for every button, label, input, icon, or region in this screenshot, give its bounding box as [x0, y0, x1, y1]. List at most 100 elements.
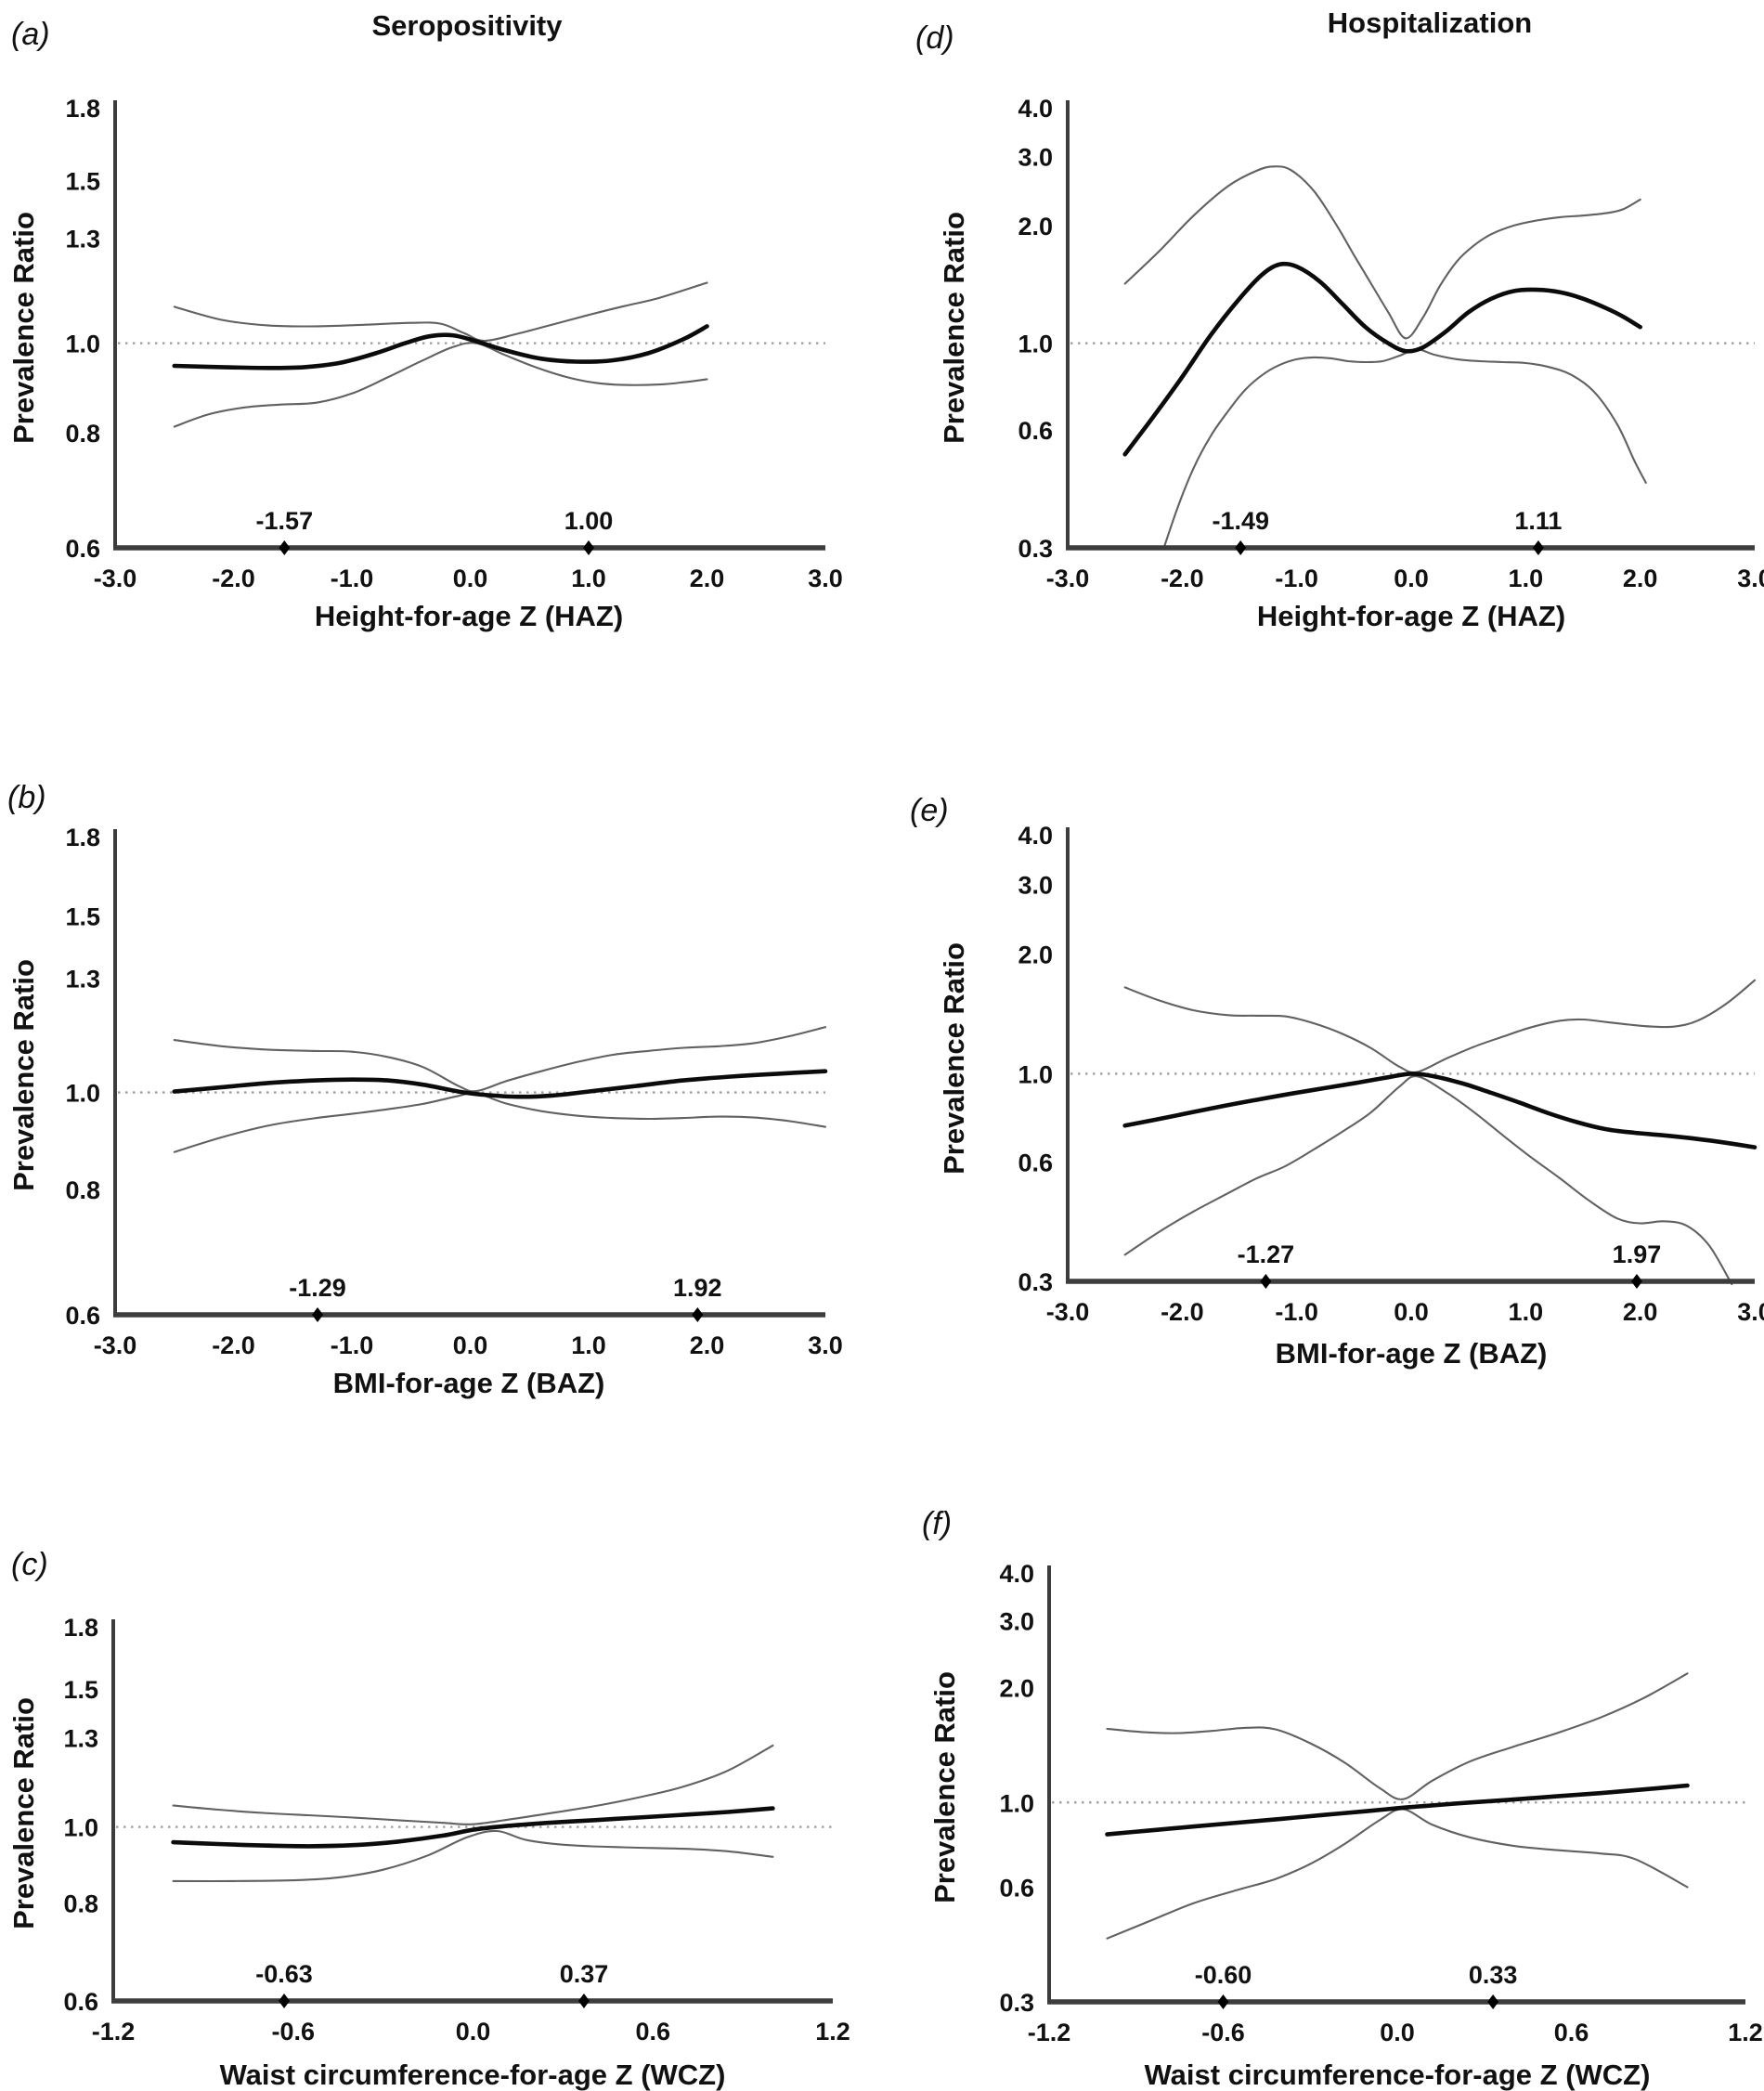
y-tick-label: 0.6 [999, 1874, 1034, 1902]
panel-d-plot: 4.0 3.0 2.0 1.0 0.6 0.3-3.0 -2.0 -1.0 0.0 1.0 2.0 3… [1018, 95, 1764, 592]
panel-a-plot: 1.8 1.5 1.3 1.0 0.8 0.6-3.0 -2.0 -1.0 0.0 1.0 2.0 3… [65, 95, 842, 592]
panel-letter-b: (b) [7, 780, 46, 815]
y-tick-label: 1.0 [65, 331, 100, 358]
knot-label: -1.57 [256, 507, 314, 535]
y-tick-label: 1.5 [63, 1676, 98, 1704]
x-tick-label: -1.2 [92, 2018, 136, 2046]
y-axis-title-c: Prevalence Ratio [7, 1697, 40, 1929]
knot-diamond [1260, 1274, 1272, 1289]
y-tick-label: 4.0 [1018, 822, 1053, 850]
y-tick-label: 1.0 [65, 1080, 100, 1108]
x-axis-title-a: Height-for-age Z (HAZ) [315, 600, 623, 632]
knot-label: 0.37 [560, 1960, 609, 1988]
knot-diamond [279, 540, 291, 555]
y-axis-title-e: Prevalence Ratio [938, 942, 970, 1175]
y-axis-title-f: Prevalence Ratio [928, 1671, 961, 1903]
y-tick-label: 1.0 [1018, 1060, 1053, 1088]
x-tick-label: 1.0 [1509, 565, 1544, 592]
knot-diamond [279, 1994, 291, 2008]
x-tick-label: -3.0 [94, 565, 137, 592]
y-tick-label: 1.5 [65, 168, 100, 196]
y-tick-label: 1.8 [65, 824, 100, 851]
curve-lower-95ci [1123, 1075, 1733, 1286]
x-tick-label: 3.0 [808, 1331, 843, 1359]
x-tick-label: 3.0 [1737, 1298, 1764, 1326]
curve-upper-95ci [1123, 165, 1641, 340]
y-tick-label: 1.8 [63, 1614, 98, 1642]
y-tick-label: 3.0 [1018, 871, 1053, 899]
y-tick-label: 0.3 [1018, 1268, 1053, 1296]
x-tick-label: -1.0 [331, 1331, 374, 1359]
y-tick-label: 2.0 [1018, 942, 1053, 969]
panel-letter-d: (d) [915, 20, 954, 56]
x-tick-label: 1.2 [1728, 2019, 1763, 2046]
x-tick-label: -3.0 [1046, 1298, 1090, 1326]
x-tick-label: -1.0 [331, 565, 374, 592]
x-tick-label: -3.0 [1046, 565, 1090, 592]
y-tick-label: 0.8 [65, 420, 100, 448]
curve-prevalence-ratio [171, 1806, 775, 1849]
y-axis-title-d: Prevalence Ratio [938, 212, 970, 444]
column-title-hospitalization: Hospitalization [1328, 6, 1532, 39]
x-tick-label: 1.0 [571, 565, 606, 592]
x-axis-title-f: Waist circumference-for-age Z (WCZ) [1145, 2059, 1651, 2091]
x-tick-label: -0.6 [271, 2018, 315, 2046]
y-tick-label: 2.0 [1018, 213, 1053, 240]
panel-letter-c: (c) [11, 1547, 48, 1582]
panel-f-plot: 4.0 3.0 2.0 1.0 0.6 0.3-1.2 -0.6 0.0 0.6 1.2 -0.60… [999, 1560, 1762, 2046]
knot-diamond [1217, 1994, 1229, 2009]
panel-letter-f: (f) [922, 1506, 952, 1541]
curve-prevalence-ratio [172, 1069, 828, 1099]
x-tick-label: -2.0 [212, 1331, 255, 1359]
x-tick-label: 0.0 [453, 565, 488, 592]
x-tick-label: -1.2 [1028, 2019, 1071, 2046]
knot-label: 1.97 [1613, 1240, 1662, 1268]
y-tick-label: 3.0 [999, 1607, 1034, 1635]
curve-lower-95ci [173, 1092, 827, 1153]
y-tick-label: 0.6 [1018, 1149, 1053, 1176]
y-tick-label: 1.0 [63, 1814, 98, 1842]
panel-letter-e: (e) [910, 793, 949, 828]
x-axis-title-b: BMI-for-age Z (BAZ) [333, 1367, 605, 1399]
x-tick-label: 2.0 [1623, 565, 1658, 592]
knot-diamond [692, 1307, 704, 1322]
x-tick-label: -2.0 [1161, 1298, 1204, 1326]
x-tick-label: 1.0 [1509, 1298, 1544, 1326]
x-tick-label: 0.0 [1380, 2019, 1415, 2046]
knot-diamond [1235, 540, 1247, 555]
y-tick-label: 1.0 [999, 1789, 1034, 1817]
x-tick-label: 0.0 [1394, 1298, 1429, 1326]
y-tick-label: 1.3 [65, 225, 100, 253]
y-tick-label: 1.0 [1018, 331, 1053, 358]
curve-upper-95ci [1123, 979, 1757, 1073]
x-tick-label: 0.6 [635, 2018, 670, 2046]
panel-letter-a: (a) [11, 17, 50, 52]
x-tick-label: -1.0 [1275, 1298, 1318, 1326]
x-tick-label: -0.6 [1201, 2019, 1245, 2046]
curve-lower-95ci [1106, 1808, 1689, 1940]
curve-upper-95ci [172, 1744, 774, 1825]
panel-c-plot: 1.81.51.31.00.80.6-1.2 -0.6 0.0 0.6 1.2-0.63… [63, 1614, 850, 2046]
x-tick-label: -2.0 [212, 565, 255, 592]
y-tick-label: 1.3 [65, 966, 100, 994]
knot-label: 1.92 [673, 1274, 722, 1302]
y-axis-title-b: Prevalence Ratio [7, 959, 40, 1191]
y-tick-label: 4.0 [1018, 95, 1053, 123]
y-tick-label: 0.6 [65, 535, 100, 563]
knot-diamond [583, 540, 594, 555]
y-tick-label: 0.8 [63, 1890, 98, 1917]
x-tick-label: 1.0 [571, 1331, 606, 1359]
x-tick-label: 1.2 [815, 2018, 850, 2046]
curve-lower-95ci [1162, 348, 1647, 550]
curve-upper-95ci [173, 281, 708, 343]
x-tick-label: 0.6 [1554, 2019, 1589, 2046]
y-tick-label: 0.6 [65, 1302, 100, 1330]
knot-diamond [1487, 1994, 1499, 2009]
y-tick-label: 1.3 [63, 1724, 98, 1752]
y-tick-label: 2.0 [999, 1675, 1034, 1703]
y-axis-title-a: Prevalence Ratio [7, 212, 40, 444]
curve-upper-95ci [1106, 1672, 1689, 1800]
knot-label: -1.29 [289, 1274, 346, 1302]
